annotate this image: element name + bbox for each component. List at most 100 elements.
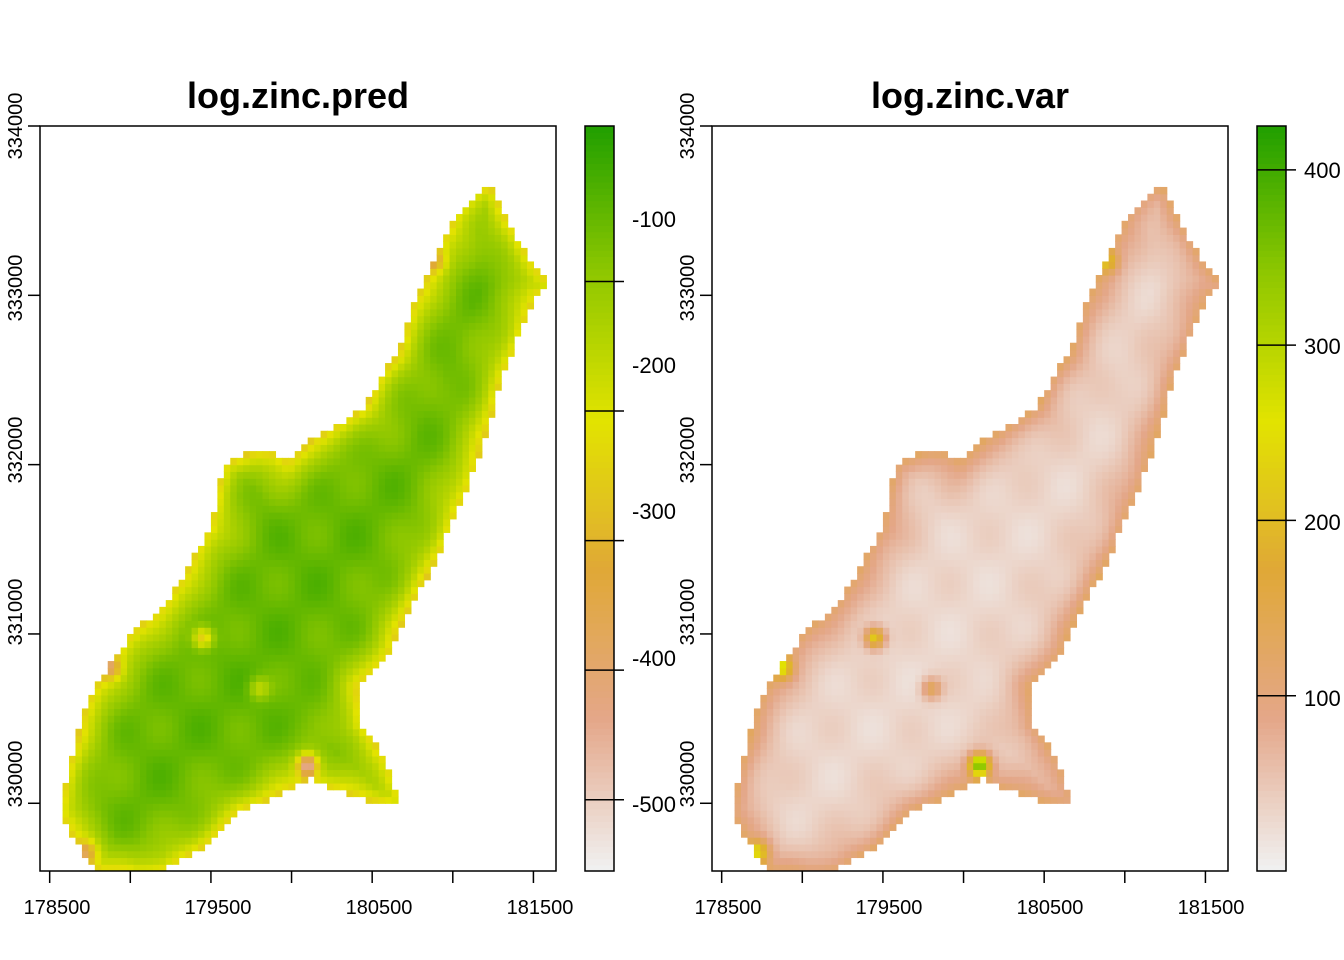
raster-cell [863,830,871,838]
raster-cell [799,722,807,730]
raster-cell [799,735,807,743]
raster-cell [378,627,386,635]
raster-cell [391,633,399,642]
raster-cell [81,810,89,818]
raster-cell [462,349,470,357]
raster-cell [243,742,251,750]
raster-cell [294,613,302,622]
raster-cell [940,451,949,459]
raster-cell [986,701,994,710]
raster-cell [882,620,890,628]
raster-cell [799,749,807,757]
raster-cell [378,586,386,594]
raster-cell [359,484,367,493]
raster-cell [288,708,296,716]
raster-cell [456,335,464,344]
raster-cell [960,593,968,601]
raster-cell [915,606,923,615]
raster-cell [346,640,354,649]
raster-cell [210,830,218,838]
raster-cell [281,776,289,784]
raster-cell [288,573,296,581]
raster-cell [249,633,257,642]
raster-cell [908,545,916,554]
raster-cell [236,796,244,804]
raster-cell [236,627,244,635]
raster-cell [301,444,309,452]
raster-cell [127,681,135,689]
raster-cell [198,782,206,791]
raster-cell [185,850,193,859]
raster-cell [410,437,418,445]
raster-cell [333,606,341,615]
raster-cell [805,796,813,804]
raster-cell [346,627,354,635]
raster-cell [262,545,270,554]
raster-cell [806,871,813,878]
raster-cell [294,478,302,486]
raster-cell [430,261,438,269]
raster-cell [895,471,903,479]
raster-cell [1005,715,1013,723]
raster-cell [863,728,871,737]
raster-cell [773,830,781,838]
raster-cell [779,742,787,750]
raster-cell [294,464,302,473]
panel-pred: log.zinc.pred 178500 179500 180500 18150… [5,75,676,919]
raster-cell [346,701,354,710]
raster-cell [223,789,231,798]
raster-cell [275,505,283,513]
raster-cell [223,647,231,655]
raster-cell [114,816,122,825]
colorbar-pred: -100 -200 -300 -400 -500 [584,125,676,872]
raster-cell [198,688,206,696]
raster-cell [378,451,386,459]
raster-cell [966,627,974,635]
raster-cell [404,329,412,337]
colorbar-tick-label: -500 [632,792,676,817]
raster-cell [385,579,393,588]
raster-cell [275,518,283,527]
raster-cell [462,424,470,432]
raster-cell [902,789,910,798]
raster-cell [940,722,949,730]
raster-cell [133,715,141,723]
raster-cell [895,776,903,784]
raster-cell [204,654,212,662]
raster-cell [475,241,483,249]
raster-cell [243,715,251,723]
raster-cell [410,430,418,439]
raster-cell [333,491,341,500]
raster-cell [385,545,393,554]
raster-cell [908,715,916,723]
raster-cell [837,600,845,608]
raster-cell [178,796,186,804]
raster-cell [404,437,412,445]
raster-cell [417,302,425,310]
raster-cell [786,742,794,750]
raster-cell [307,640,315,649]
raster-cell [159,823,167,831]
raster-cell [204,837,212,845]
y-tick-label: 333000 [5,255,27,322]
colorbar-swatch [585,498,614,506]
raster-cell [288,586,296,594]
raster-cell [249,776,257,784]
raster-cell [159,633,167,642]
raster-cell [928,708,936,716]
raster-cell [256,566,264,574]
raster-cell [397,342,406,351]
raster-cell [314,505,322,513]
raster-cell [824,722,832,730]
raster-cell [934,694,942,703]
raster-cell [365,484,373,493]
raster-cell [857,708,865,716]
raster-cell [895,464,903,473]
raster-cell [365,796,373,804]
raster-cell [934,525,942,533]
raster-cell [410,566,418,574]
raster-cell [753,728,761,737]
raster-cell [811,681,820,689]
raster-cell [294,539,302,547]
raster-cell [902,491,910,500]
